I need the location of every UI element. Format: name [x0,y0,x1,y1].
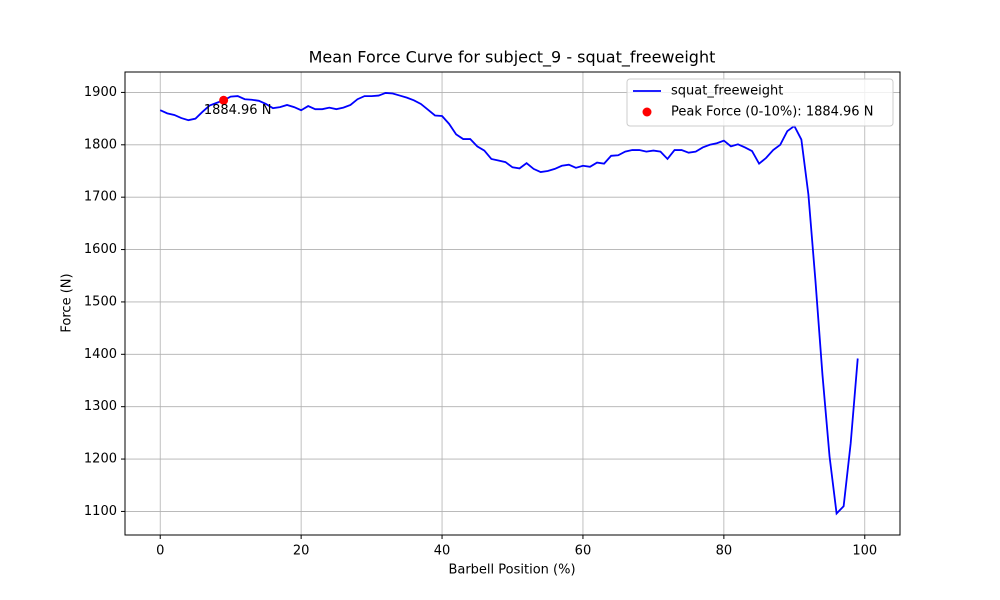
y-tick-label: 1800 [84,137,117,152]
x-tick-label: 100 [852,544,877,559]
x-tick-label: 20 [293,544,310,559]
x-tick-label: 80 [716,544,733,559]
y-tick-label: 1300 [84,399,117,414]
y-tick-label: 1200 [84,452,117,467]
legend-box [626,78,894,127]
x-tick-label: 0 [156,544,164,559]
y-tick-label: 1100 [84,504,117,519]
y-tick-label: 1600 [84,242,117,257]
y-tick-label: 1500 [84,294,117,309]
annotation: 1884.96 N [204,103,272,118]
legend-label: Peak Force (0-10%): 1884.96 N [671,105,873,120]
chart-title: Mean Force Curve for subject_9 - squat_f… [309,48,716,68]
x-tick-label: 40 [434,544,451,559]
data-line [159,92,859,516]
legend-marker [642,107,652,117]
plot-frame [124,71,901,536]
peak-point [219,95,229,105]
y-axis-label: Force (N) [60,273,75,332]
y-tick-label: 1900 [84,85,117,100]
legend: squat_freeweight Peak Force (0-10%): 1884… [626,78,894,127]
y-tick-label: 1400 [84,347,117,362]
legend-label: squat_freeweight [671,84,783,99]
x-axis-label: Barbell Position (%) [448,563,575,578]
x-tick-label: 60 [575,544,592,559]
y-tick-label: 1700 [84,190,117,205]
